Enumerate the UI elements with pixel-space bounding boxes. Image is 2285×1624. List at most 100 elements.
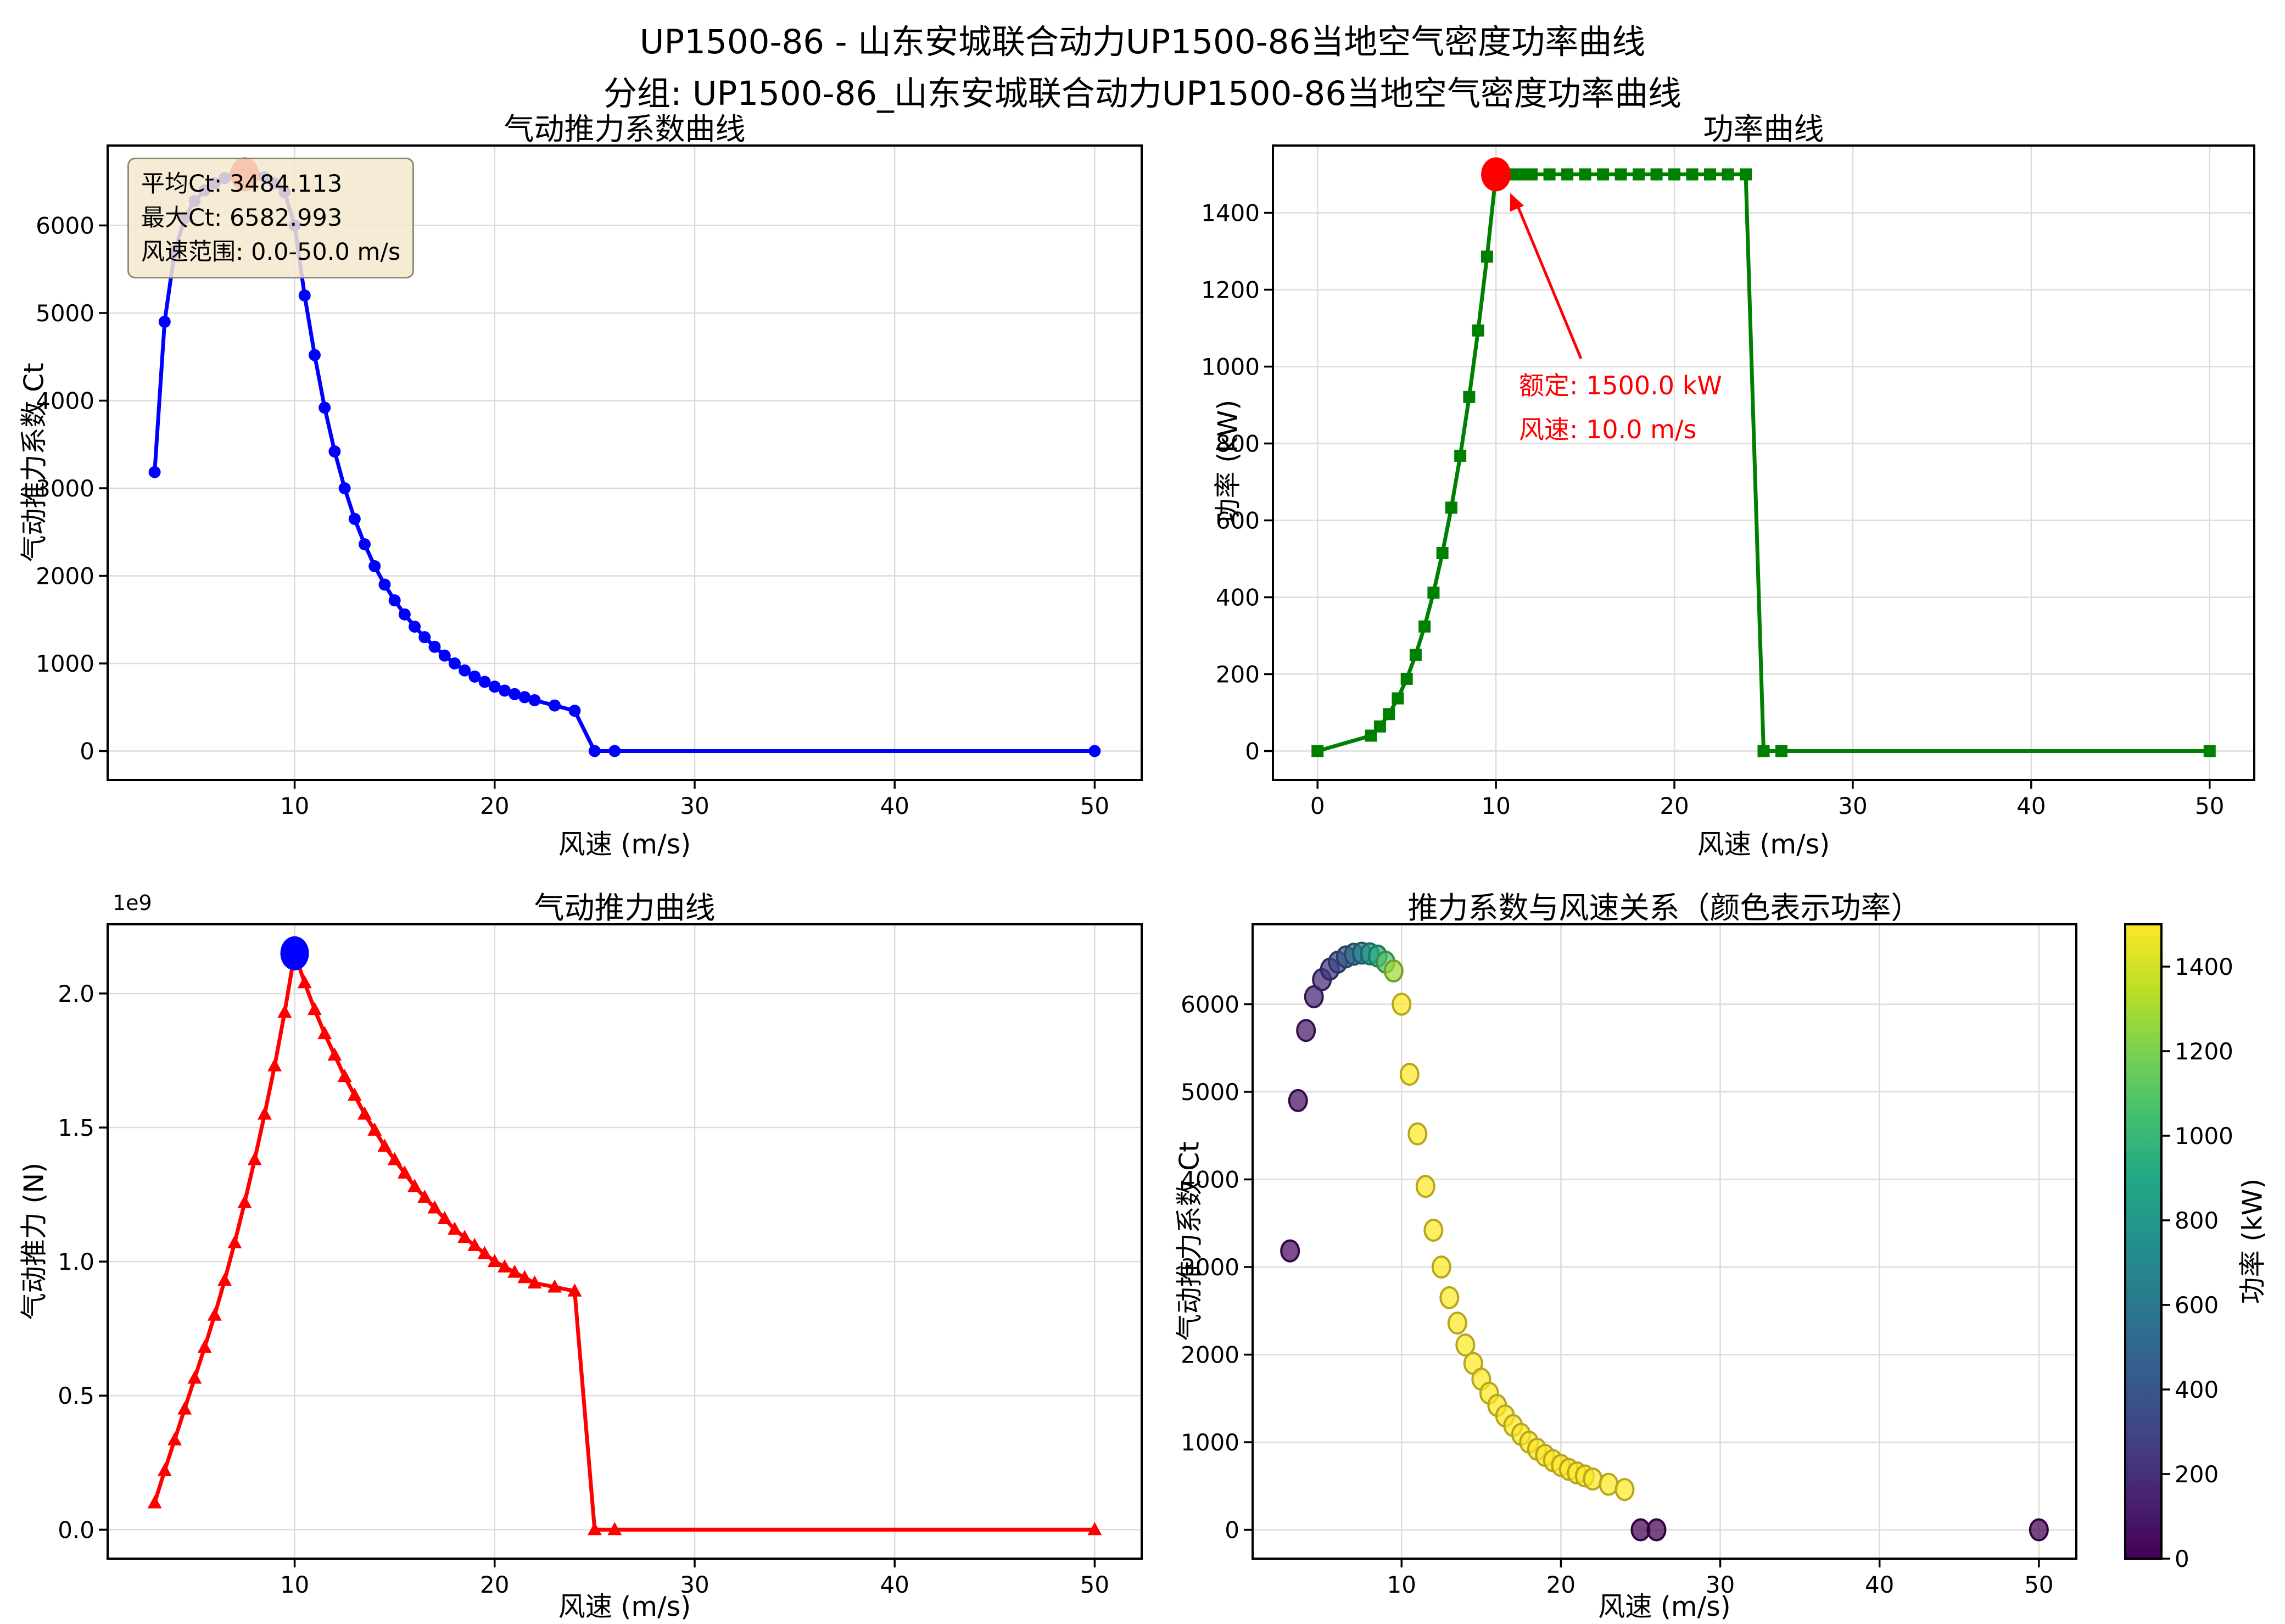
marker-point — [1436, 547, 1449, 559]
x-tick-label: 50 — [1080, 793, 1109, 819]
figure-title-line2: 分组: UP1500-86_山东安城联合动力UP1500-86当地空气密度功率曲… — [603, 74, 1682, 113]
marker-point — [207, 1307, 222, 1321]
marker-point — [237, 1195, 252, 1208]
y-tick-label: 4000 — [1181, 1166, 1239, 1193]
marker-point — [608, 745, 621, 757]
scatter-xaxis-label: 风速 (m/s) — [1598, 1591, 1731, 1622]
thrust-xaxis-label: 风速 (m/s) — [558, 1591, 691, 1622]
scatter-point — [1614, 1478, 1635, 1502]
y-tick-label: 3000 — [1181, 1254, 1239, 1281]
x-tick-label: 40 — [1865, 1571, 1894, 1598]
x-tick-label: 30 — [680, 1571, 709, 1598]
power-yaxis-label: 功率 (kW) — [1212, 399, 1244, 526]
marker-point — [1400, 672, 1413, 685]
ct-stats-annotation-box: 平均Ct: 3484.113 最大Ct: 6582.993 风速范围: 0.0-… — [127, 158, 415, 278]
marker-point — [1775, 745, 1787, 757]
series-markers — [147, 945, 1102, 1536]
peak-marker — [280, 936, 309, 970]
marker-point — [509, 688, 521, 700]
marker-point — [498, 684, 511, 697]
marker-point — [427, 1200, 442, 1214]
scatter-point — [2029, 1518, 2049, 1542]
marker-point — [277, 1004, 292, 1018]
rated-wind-text: 风速: 10.0 m/s — [1519, 415, 1697, 444]
marker-point — [488, 680, 501, 693]
scatter-point — [1431, 1255, 1451, 1279]
grid — [1253, 924, 2076, 1559]
grid — [108, 924, 1142, 1559]
marker-point — [547, 1279, 562, 1293]
marker-point — [297, 975, 312, 989]
marker-point — [1722, 168, 1734, 181]
mean-ct-text: 平均Ct: 3484.113 — [141, 170, 343, 198]
marker-point — [409, 621, 421, 633]
marker-point — [568, 705, 581, 717]
power-xaxis-label: 风速 (m/s) — [1697, 829, 1830, 860]
series-markers — [1311, 168, 2216, 757]
marker-point — [368, 560, 381, 572]
series-line — [153, 951, 1097, 1532]
scatter-point — [1583, 1467, 1603, 1491]
marker-point — [337, 1069, 352, 1082]
scatter-point — [1407, 1122, 1428, 1146]
marker-point — [1087, 1522, 1102, 1536]
max-ct-text: 最大Ct: 6582.993 — [141, 204, 343, 232]
x-tick-label: 30 — [680, 793, 709, 819]
marker-point — [447, 1221, 462, 1235]
marker-point — [298, 289, 311, 302]
marker-point — [1392, 692, 1404, 705]
marker-point — [1757, 745, 1770, 757]
x-tick-label: 40 — [880, 793, 909, 819]
marker-point — [1472, 324, 1484, 337]
marker-point — [1445, 501, 1457, 514]
marker-point — [167, 1432, 182, 1446]
y-tick-label: 1.0 — [58, 1248, 94, 1275]
marker-point — [227, 1235, 242, 1248]
marker-point — [407, 1179, 422, 1192]
marker-point — [347, 1087, 362, 1101]
y-tick-label: 1.5 — [58, 1114, 94, 1141]
marker-point — [197, 1340, 212, 1353]
colorbar-tick-label: 1400 — [2175, 953, 2233, 980]
x-tick-label: 50 — [2195, 793, 2224, 819]
thrust-axis-offset-text: 1e9 — [113, 891, 152, 915]
marker-point — [518, 691, 531, 704]
y-tick-label: 0.0 — [58, 1516, 94, 1543]
marker-point — [327, 1047, 342, 1061]
marker-point — [417, 1189, 432, 1203]
marker-point — [387, 1152, 402, 1165]
tick-labels: 10 20 30 40 50 0.0 0.5 1.0 1.5 2.0 — [58, 980, 1109, 1598]
marker-point — [397, 1165, 412, 1179]
power-plot-title: 功率曲线 — [1703, 111, 1824, 147]
axes-spines — [1272, 144, 2255, 781]
marker-point — [338, 482, 351, 494]
marker-point — [267, 1058, 282, 1071]
x-tick-label: 30 — [1706, 1571, 1735, 1598]
marker-point — [457, 1230, 472, 1243]
marker-point — [367, 1122, 382, 1136]
rated-power-annotation: 额定: 1500.0 kW 风速: 10.0 m/s — [1519, 364, 1722, 451]
subplot-3: 0 200 400 600 800 1000 1200 1400 10 20 30 40 50 0 1000… — [1181, 923, 2233, 1598]
marker-point — [1365, 729, 1377, 742]
marker-point — [478, 676, 491, 688]
axes-spines — [107, 923, 1143, 1560]
marker-point — [317, 1026, 332, 1040]
marker-point — [1740, 168, 1752, 181]
marker-point — [1543, 168, 1556, 181]
y-tick-label: 1000 — [36, 650, 94, 677]
marker-point — [1409, 649, 1422, 661]
x-tick-label: 10 — [280, 1571, 309, 1598]
marker-point — [448, 657, 461, 670]
marker-point — [377, 1139, 392, 1152]
marker-point — [607, 1522, 622, 1536]
x-tick-label: 10 — [1481, 793, 1510, 819]
marker-point — [257, 1106, 272, 1120]
scatter-point — [1447, 1312, 1467, 1335]
y-tick-label: 5000 — [1181, 1079, 1239, 1106]
ct-xaxis-label: 风速 (m/s) — [558, 829, 691, 860]
y-tick-label: 400 — [1216, 584, 1260, 611]
x-tick-label: 10 — [280, 793, 309, 819]
y-tick-label: 3000 — [36, 475, 94, 502]
scatter-point — [1646, 1518, 1667, 1542]
